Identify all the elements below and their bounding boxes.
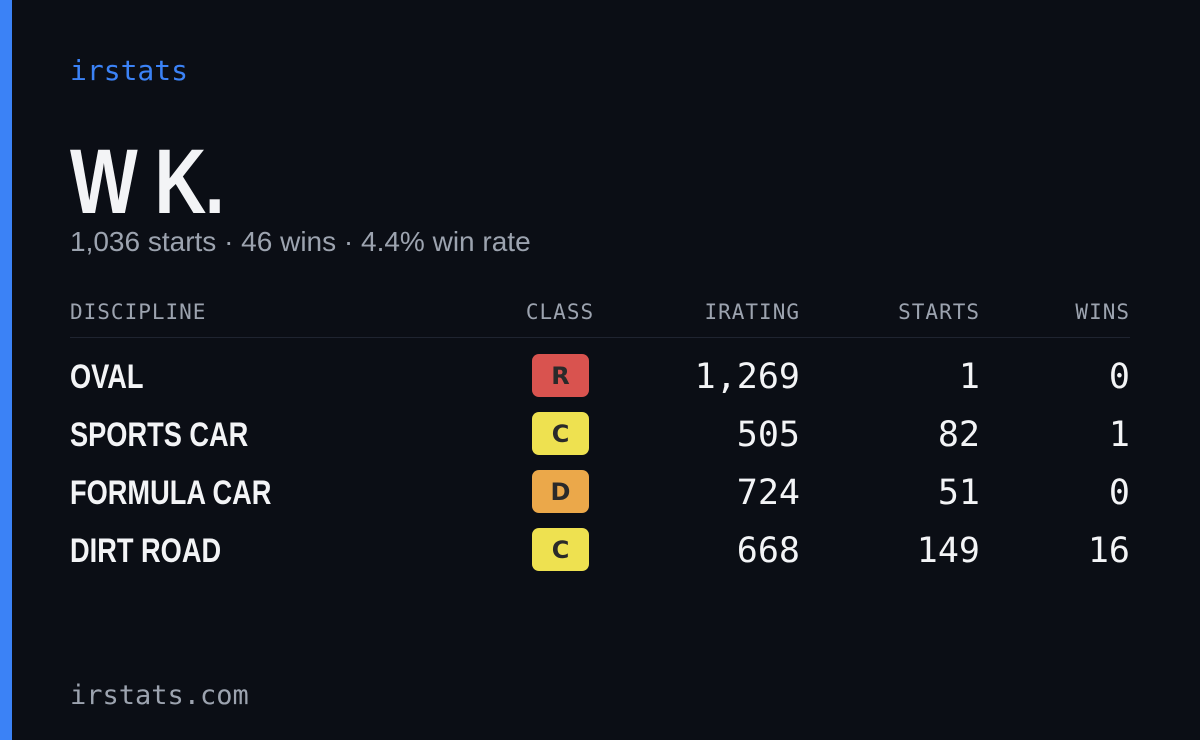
column-header: DISCIPLINE xyxy=(70,300,207,324)
discipline: SPORTS CAR xyxy=(70,416,249,454)
column-header: IRATING xyxy=(704,300,800,324)
column-header: CLASS xyxy=(525,300,595,324)
wins: 0 xyxy=(1108,357,1130,397)
discipline: DIRT ROAD xyxy=(70,532,222,570)
header-rule xyxy=(70,337,1130,338)
starts: 1 xyxy=(958,357,980,397)
irating: 668 xyxy=(736,531,800,571)
irating: 724 xyxy=(736,473,800,513)
brand: irstats xyxy=(70,54,189,87)
wins: 0 xyxy=(1108,473,1130,513)
class-badge: D xyxy=(532,470,589,513)
driver-name: W K. xyxy=(70,131,225,233)
accent-bar xyxy=(0,0,12,740)
wins: 1 xyxy=(1108,415,1130,455)
irating: 505 xyxy=(736,415,800,455)
column-header: WINS xyxy=(1075,300,1130,324)
summary: 1,036 starts · 46 wins · 4.4% win rate xyxy=(70,226,531,257)
footer-url: irstats.com xyxy=(70,680,249,711)
discipline: FORMULA CAR xyxy=(70,474,272,512)
class-badge: C xyxy=(532,412,589,455)
starts: 51 xyxy=(937,473,980,513)
discipline: OVAL xyxy=(70,358,144,396)
class-badge: C xyxy=(532,528,589,571)
starts: 149 xyxy=(916,531,980,571)
class-badge: R xyxy=(532,354,589,397)
wins: 16 xyxy=(1087,531,1130,571)
starts: 82 xyxy=(937,415,980,455)
column-header: STARTS xyxy=(898,300,980,324)
irating: 1,269 xyxy=(694,357,800,397)
